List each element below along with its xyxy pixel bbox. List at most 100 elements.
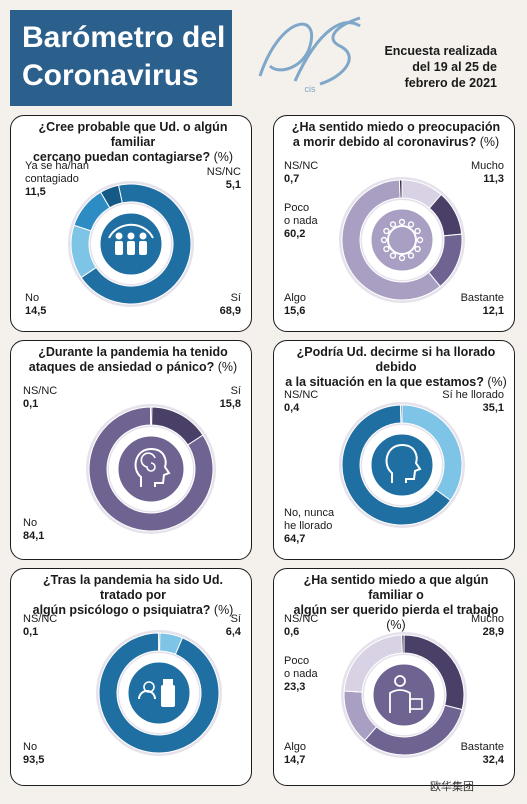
survey-dates: Encuesta realizada del 19 al 25 de febre…	[357, 43, 497, 91]
label-bastante: Bastante 32,4	[461, 741, 504, 767]
donut-slice-1	[341, 404, 452, 526]
logo-text: cis	[305, 84, 316, 94]
question-unit: (%)	[213, 150, 234, 164]
slice-value: 28,9	[482, 626, 504, 638]
question-unit: (%)	[479, 135, 500, 149]
panel-question: ¿Ha sentido miedo o preocupación a morir…	[284, 120, 508, 150]
slice-name: NS/NC	[23, 385, 58, 397]
slice-name: NS/NC	[284, 613, 319, 625]
panel-psychologist: ¿Tras la pandemia ha sido Ud. tratado po…	[10, 568, 252, 786]
slice-name: No	[23, 741, 38, 753]
question-unit: (%)	[217, 360, 238, 374]
donut-slice-4	[401, 634, 405, 654]
question-line2: algún ser querido pierda el trabajo	[293, 603, 499, 617]
label-nsnc: NS/NC 0,6	[284, 613, 318, 639]
survey-line3: febrero de 2021	[404, 76, 497, 90]
donut-slice-1	[98, 632, 220, 754]
label-poco: Poco o nada 60,2	[284, 202, 318, 241]
slice-name: Bastante	[460, 292, 504, 304]
header-title-line2: Coronavirus	[22, 59, 199, 92]
question-line1: ¿Durante la pandemia ha tenido	[38, 345, 228, 359]
donut-chart	[341, 632, 467, 758]
slice-value: 23,3	[284, 681, 306, 693]
slice-name-line2: o nada	[284, 215, 318, 227]
slice-name-line2: contagiado	[25, 173, 79, 185]
question-line1: ¿Cree probable que Ud. o algún familiar	[38, 120, 228, 149]
slice-name: Sí	[230, 292, 241, 304]
slice-name: Sí	[230, 613, 241, 625]
label-nsnc: NS/NC 0,4	[284, 389, 318, 415]
slice-value: 14,5	[25, 305, 47, 317]
label-si-llorado: Sí he llorado 35,1	[442, 389, 504, 415]
slice-name: Sí he llorado	[442, 389, 504, 401]
virus-icon	[380, 218, 424, 262]
question-line2: a morir debido al coronavirus?	[292, 135, 477, 149]
icon-disc	[370, 661, 438, 729]
slice-value: 11,5	[25, 186, 46, 198]
question-line2: cercano puedan contagiarse?	[32, 150, 211, 164]
slice-value: 12,1	[482, 305, 504, 317]
panel-fear-dying: ¿Ha sentido miedo o preocupación a morir…	[273, 115, 515, 332]
donut-chart	[339, 402, 465, 528]
header-title-line1: Barómetro del	[22, 21, 226, 54]
slice-value: 0,7	[284, 173, 300, 185]
donut-chart	[86, 404, 216, 534]
question-line1: ¿Ha sentido miedo o preocupación	[291, 120, 501, 134]
donut-slice-2	[158, 632, 161, 652]
question-line2: ataques de ansiedad o pánico?	[28, 360, 215, 374]
panel-job-loss: ¿Ha sentido miedo a que algún familiar o…	[273, 568, 515, 786]
slice-name: NS/NC	[206, 166, 241, 178]
donut-chart	[96, 630, 222, 756]
donut-slice-3	[341, 179, 441, 301]
panel-question: ¿Tras la pandemia ha sido Ud. tratado po…	[21, 573, 245, 618]
donut-chart	[68, 181, 194, 307]
label-nsnc: NS/NC 0,1	[23, 613, 57, 639]
donut-chart	[339, 177, 465, 303]
panel-crying: ¿Podría Ud. decirme si ha llorado debido…	[273, 340, 515, 560]
people-virus-icon	[108, 223, 154, 255]
label-nsnc: NS/NC 5,1	[207, 166, 241, 192]
question-line2: algún psicólogo o psiquiatra?	[32, 603, 211, 617]
donut-slice-0	[80, 183, 192, 305]
header-title-box: Barómetro del Coronavirus	[10, 10, 232, 106]
slice-value: 15,6	[284, 305, 306, 317]
slice-value: 0,1	[23, 626, 39, 638]
donut-slice-2	[399, 404, 403, 424]
donut-slice-4	[398, 179, 403, 199]
slice-name-line2: o nada	[284, 668, 318, 680]
slice-value: 60,2	[284, 228, 306, 240]
panel-question: ¿Durante la pandemia ha tenido ataques d…	[21, 345, 245, 375]
label-si: Sí 6,4	[226, 613, 241, 639]
slice-value: 11,3	[483, 173, 504, 185]
cis-logo: cis	[258, 16, 361, 94]
slice-name-line1: No, nunca	[284, 507, 335, 519]
slice-value: 32,4	[482, 754, 504, 766]
label-poco: Poco o nada 23,3	[284, 655, 318, 694]
label-si: Sí 68,9	[220, 292, 241, 318]
question-line2: a la situación en la que estamos?	[285, 375, 484, 389]
slice-value: 6,4	[225, 626, 241, 638]
icon-disc	[368, 206, 436, 274]
donut-slice-2	[150, 406, 153, 426]
slice-name: Sí	[230, 385, 241, 397]
panel-question: ¿Ha sentido miedo a que algún familiar o…	[284, 573, 508, 633]
anxiety-head-icon	[134, 447, 171, 487]
label-nsnc: NS/NC 0,1	[23, 385, 57, 411]
slice-value: 64,7	[284, 533, 306, 545]
watermark: 欧华集团	[430, 781, 474, 793]
worker-briefcase-icon	[389, 675, 423, 713]
survey-line2: del 19 al 25 de	[412, 60, 497, 74]
donut-slice-1	[88, 406, 214, 532]
slice-value: 14,7	[284, 754, 306, 766]
label-algo: Algo 15,6	[284, 292, 306, 318]
slice-value: 0,4	[284, 402, 300, 414]
slice-value: 15,8	[219, 398, 241, 410]
donut-slice-3	[99, 184, 123, 209]
icon-disc	[115, 433, 187, 505]
slice-value: 35,1	[482, 402, 504, 414]
question-unit: (%)	[386, 618, 406, 632]
slice-value: 93,5	[23, 754, 45, 766]
panel-contagion: ¿Cree probable que Ud. o algún familiar …	[10, 115, 252, 332]
head-profile-icon	[385, 443, 422, 483]
label-contagiado: Ya se ha/han contagiado 11,5	[25, 160, 89, 199]
